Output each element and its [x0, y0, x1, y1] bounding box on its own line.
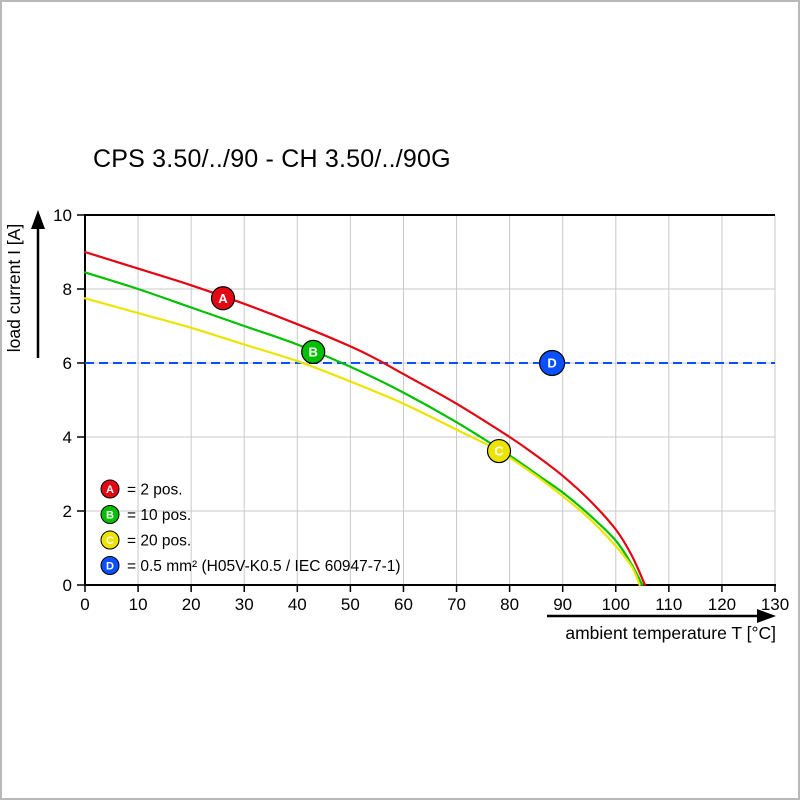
x-tick-label: 10	[129, 595, 148, 614]
marker-c-circle	[486, 438, 512, 464]
legend-a-letter: A	[106, 484, 114, 496]
marker-d-letter: D	[547, 356, 556, 371]
marker-b-letter: B	[309, 344, 318, 359]
y-axis-arrow-head	[31, 210, 45, 229]
legend-c-label: = 20 pos.	[127, 533, 191, 550]
x-tick-label: 70	[447, 595, 466, 614]
x-tick-label: 120	[708, 595, 736, 614]
y-tick-label: 2	[63, 502, 72, 521]
y-axis-title: load current I [A]	[4, 224, 24, 352]
x-tick-label: 80	[500, 595, 519, 614]
marker-d-circle	[538, 349, 566, 377]
chart-title: CPS 3.50/../90 - CH 3.50/../90G	[93, 145, 451, 173]
legend-d-letter: D	[106, 561, 114, 573]
x-tick-label: 20	[182, 595, 201, 614]
legend-a-label: = 2 pos.	[127, 482, 183, 499]
x-tick-label: 0	[80, 595, 89, 614]
y-tick-label: 4	[63, 428, 72, 447]
legend-b-circle	[100, 505, 120, 524]
y-tick-label: 0	[63, 576, 72, 595]
x-tick-label: 30	[235, 595, 254, 614]
x-tick-label: 40	[288, 595, 307, 614]
marker-b-circle	[301, 339, 326, 364]
x-tick-label: 50	[341, 595, 360, 614]
x-tick-label: 130	[761, 595, 789, 614]
legend-a-circle	[100, 479, 120, 499]
legend-b-label: = 10 pos.	[127, 507, 191, 524]
legend-d-label: = 0.5 mm² (H05V-K0.5 / IEC 60947-7-1)	[127, 558, 401, 575]
x-tick-label: 90	[553, 595, 572, 614]
marker-c-letter: C	[494, 444, 504, 459]
y-tick-label: 10	[53, 206, 72, 225]
curve-b	[83, 271, 644, 587]
legend-b-letter: B	[106, 510, 114, 522]
curve-c	[83, 297, 641, 587]
x-tick-label: 110	[655, 595, 682, 614]
marker-a-circle	[210, 286, 236, 311]
x-axis-title: ambient temperature T [°C]	[565, 623, 776, 643]
y-tick-label: 6	[63, 354, 72, 373]
x-axis-arrow-head	[757, 609, 776, 623]
x-tick-label: 100	[602, 595, 630, 614]
marker-a-letter: A	[218, 291, 228, 306]
legend-c-letter: C	[106, 535, 114, 547]
x-tick-label: 60	[394, 595, 413, 614]
y-tick-label: 8	[63, 280, 72, 299]
legend-d-circle	[100, 556, 120, 575]
legend-c-circle	[100, 530, 120, 550]
